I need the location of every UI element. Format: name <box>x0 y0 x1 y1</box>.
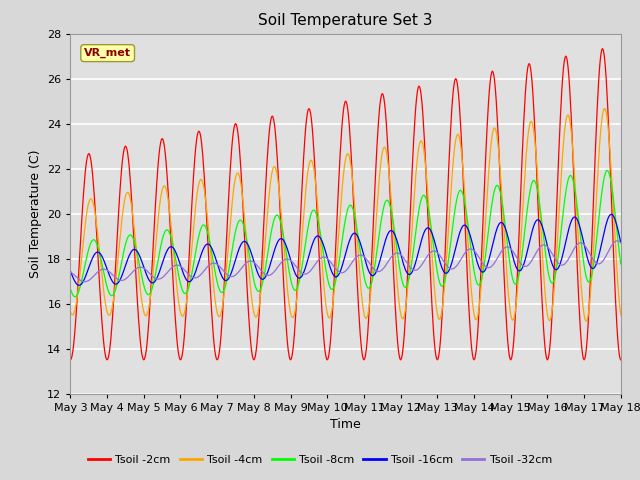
Tsoil -16cm <box>75 282 83 288</box>
Tsoil -16cm <box>617 240 625 245</box>
Tsoil -8cm <box>392 234 399 240</box>
Tsoil -2cm <box>598 46 606 51</box>
Tsoil -4cm <box>67 309 74 314</box>
Tsoil -4cm <box>582 318 590 324</box>
Tsoil -8cm <box>212 272 220 278</box>
Tsoil -4cm <box>390 244 398 250</box>
Tsoil -4cm <box>617 312 625 318</box>
X-axis label: Time: Time <box>330 418 361 431</box>
Tsoil -16cm <box>608 212 616 217</box>
Title: Soil Temperature Set 3: Soil Temperature Set 3 <box>259 13 433 28</box>
Line: Tsoil -4cm: Tsoil -4cm <box>70 108 621 321</box>
Tsoil -8cm <box>445 249 453 254</box>
Tsoil -32cm <box>392 251 399 256</box>
Tsoil -2cm <box>390 290 398 296</box>
Tsoil -32cm <box>613 238 621 244</box>
Tsoil -8cm <box>617 261 625 267</box>
Tsoil -4cm <box>601 106 609 111</box>
Line: Tsoil -8cm: Tsoil -8cm <box>70 170 621 297</box>
Tsoil -32cm <box>67 269 74 275</box>
Tsoil -4cm <box>566 121 574 127</box>
Tsoil -4cm <box>211 295 219 301</box>
Tsoil -32cm <box>567 252 575 257</box>
Tsoil -32cm <box>445 265 453 271</box>
Tsoil -2cm <box>617 357 625 363</box>
Tsoil -8cm <box>603 168 611 173</box>
Tsoil -32cm <box>338 270 346 276</box>
Line: Tsoil -16cm: Tsoil -16cm <box>70 215 621 285</box>
Tsoil -16cm <box>188 277 196 283</box>
Tsoil -8cm <box>188 270 196 276</box>
Tsoil -8cm <box>71 294 79 300</box>
Tsoil -4cm <box>188 252 195 258</box>
Tsoil -16cm <box>567 219 575 225</box>
Tsoil -16cm <box>67 268 74 274</box>
Tsoil -8cm <box>338 240 346 246</box>
Tsoil -32cm <box>188 274 196 280</box>
Legend: Tsoil -2cm, Tsoil -4cm, Tsoil -8cm, Tsoil -16cm, Tsoil -32cm: Tsoil -2cm, Tsoil -4cm, Tsoil -8cm, Tsoi… <box>83 451 557 469</box>
Tsoil -8cm <box>567 173 575 179</box>
Tsoil -32cm <box>81 279 89 285</box>
Tsoil -16cm <box>445 266 453 272</box>
Tsoil -8cm <box>67 286 74 291</box>
Tsoil -2cm <box>337 137 345 143</box>
Tsoil -2cm <box>566 97 574 103</box>
Tsoil -2cm <box>211 348 219 354</box>
Tsoil -32cm <box>212 261 220 266</box>
Line: Tsoil -2cm: Tsoil -2cm <box>70 48 621 360</box>
Tsoil -4cm <box>445 221 452 227</box>
Y-axis label: Soil Temperature (C): Soil Temperature (C) <box>29 149 42 278</box>
Tsoil -2cm <box>67 357 74 363</box>
Tsoil -2cm <box>445 164 452 169</box>
Tsoil -16cm <box>212 256 220 262</box>
Tsoil -2cm <box>188 214 195 220</box>
Tsoil -16cm <box>338 264 346 270</box>
Line: Tsoil -32cm: Tsoil -32cm <box>70 241 621 282</box>
Text: VR_met: VR_met <box>84 48 131 58</box>
Tsoil -4cm <box>337 199 345 205</box>
Tsoil -32cm <box>617 240 625 246</box>
Tsoil -16cm <box>392 233 399 239</box>
